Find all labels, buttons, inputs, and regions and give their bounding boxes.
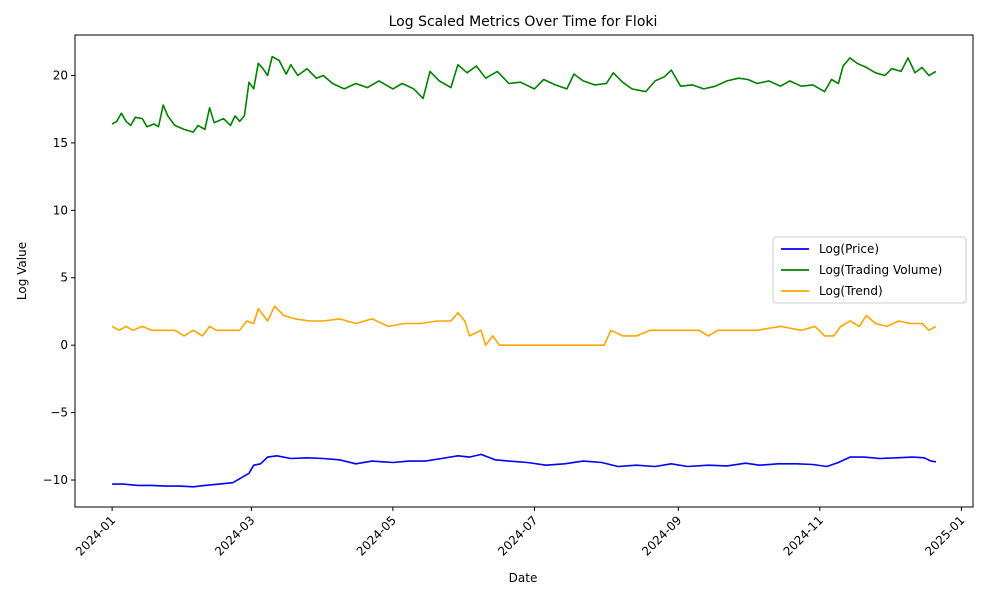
series-line-0 — [112, 453, 937, 488]
legend-box — [772, 236, 967, 304]
y-tick-label: 0 — [60, 338, 68, 352]
x-tick-label: 2024-09 — [639, 513, 684, 558]
x-tick-label: 2024-11 — [781, 513, 826, 558]
x-tick-label: 2024-03 — [212, 513, 257, 558]
x-axis-label: Date — [509, 571, 538, 585]
x-tick-label: 2024-07 — [495, 513, 540, 558]
legend: Log(Price) Log(Trading Volume) Log(Trend) — [772, 236, 967, 304]
y-tick-label: 5 — [60, 271, 68, 285]
series-line-2 — [111, 305, 937, 346]
y-tick-label: −10 — [43, 473, 68, 487]
x-axis: 2024-01 2024-03 2024-05 2024-07 2024-09 2024-… — [73, 507, 968, 559]
x-tick-label: 2024-05 — [354, 513, 399, 558]
y-tick-label: 20 — [53, 68, 68, 82]
x-tick-label: 2024-01 — [73, 513, 118, 558]
chart-title: Log Scaled Metrics Over Time for Floki — [389, 14, 658, 30]
legend-label: Log(Price) — [819, 242, 879, 256]
y-tick-label: 10 — [53, 203, 68, 217]
series-lines — [111, 55, 937, 488]
legend-label: Log(Trend) — [819, 284, 883, 298]
x-tick-label: 2025-01 — [922, 513, 967, 558]
plot-frame — [74, 34, 974, 508]
y-axis-label: Log Value — [15, 242, 29, 300]
legend-label: Log(Trading Volume) — [819, 263, 942, 277]
y-axis: −10 −5 0 5 10 15 20 — [43, 68, 75, 487]
y-tick-label: 15 — [53, 136, 68, 150]
series-line-1 — [111, 55, 937, 133]
y-tick-label: −5 — [50, 406, 68, 420]
